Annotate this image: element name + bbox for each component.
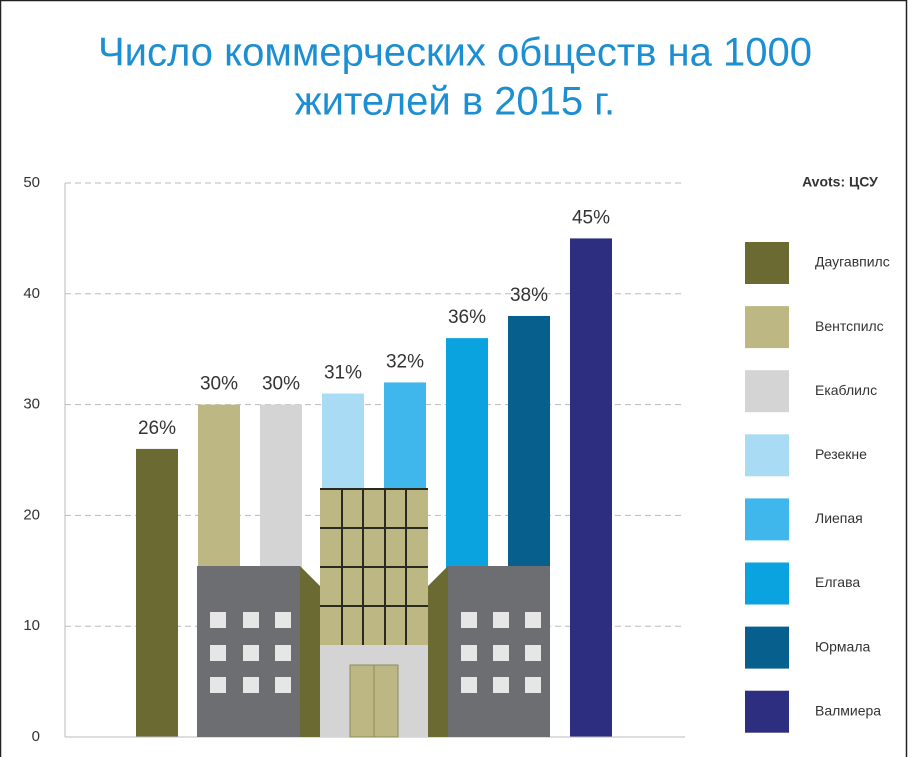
value-label: 38% <box>510 285 548 306</box>
chart-title: жителей в 2015 г. <box>295 80 615 124</box>
legend-swatch <box>745 370 789 413</box>
legend-label: Даугавпилс <box>815 254 890 270</box>
legend-swatch <box>745 562 789 605</box>
legend-label: Валмиера <box>815 702 881 718</box>
legend-swatch <box>745 626 789 669</box>
value-label: 30% <box>200 374 238 395</box>
buildings <box>197 488 550 738</box>
building-side <box>428 566 448 737</box>
y-tick-label: 0 <box>32 728 40 745</box>
legend-swatch <box>745 498 789 541</box>
source: Avots: ЦСУ <box>802 174 878 190</box>
y-tick-label: 50 <box>23 174 40 191</box>
legend-label: Елгава <box>815 574 860 590</box>
bar <box>570 238 612 737</box>
chart-title: Число коммерческих обществ на 1000 <box>98 31 812 75</box>
value-label: 36% <box>448 307 486 328</box>
y-tick-label: 20 <box>23 506 40 523</box>
labels: 26% 30% 30% 31% 32% 36% 38% 45% <box>138 207 610 439</box>
y-tick-label: 30 <box>23 396 40 413</box>
legend-swatch <box>745 242 789 284</box>
legend-swatch <box>745 434 789 477</box>
y-tick-label: 40 <box>23 285 40 302</box>
building-side <box>300 566 320 737</box>
legend-label: Юрмала <box>815 638 871 654</box>
value-label: 32% <box>386 351 424 372</box>
legend-swatch <box>745 690 789 733</box>
value-label: 45% <box>572 207 610 228</box>
legend-label: Лиепая <box>815 510 863 526</box>
bar <box>136 448 178 737</box>
legend-label: Резекне <box>815 446 867 462</box>
value-label: 26% <box>138 418 176 439</box>
value-label: 31% <box>324 363 362 384</box>
legend-swatch <box>745 306 789 349</box>
value-label: 30% <box>262 374 300 395</box>
tower-grid <box>320 488 428 645</box>
y-tick-label: 10 <box>23 617 40 634</box>
legend-label: Вентспилс <box>815 318 884 334</box>
legend-label: Екаблилс <box>815 382 877 398</box>
windows <box>210 612 541 693</box>
